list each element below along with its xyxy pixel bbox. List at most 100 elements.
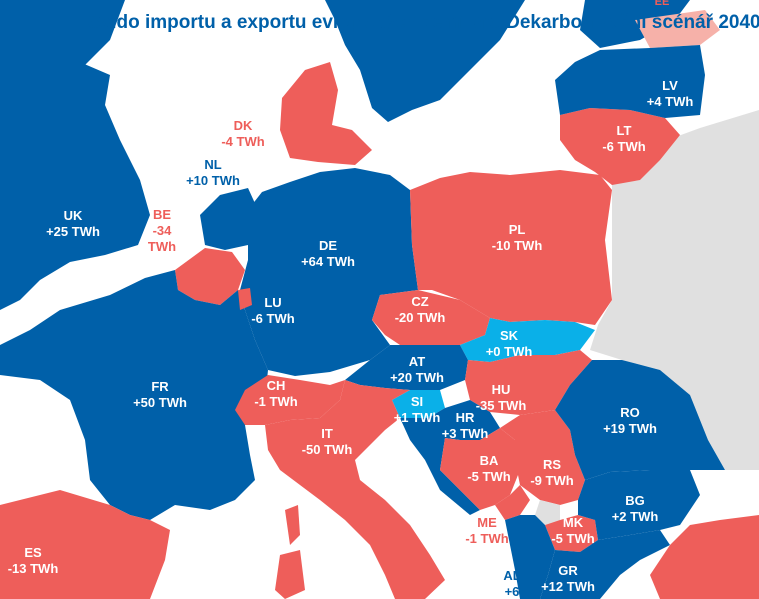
value-ro: +19 TWh: [603, 421, 657, 436]
code-dk: DK: [233, 118, 253, 133]
code-mk: MK: [562, 515, 584, 530]
code-fr: FR: [151, 379, 169, 394]
country-ch: [235, 375, 345, 425]
code-rs: RS: [542, 457, 562, 472]
label-ba: BA -5 TWh: [467, 453, 510, 485]
label-ee: EE: [655, 0, 670, 10]
label-be: BE -34 TWh: [148, 207, 176, 255]
country-bg: [578, 470, 700, 540]
value-lt: -6 TWh: [602, 139, 646, 154]
code-si: SI: [410, 394, 424, 409]
value-hr: +3 TWh: [441, 426, 489, 441]
code-sk: SK: [499, 328, 519, 343]
value-uk: +25 TWh: [46, 224, 100, 239]
unit-be: TWh: [147, 239, 177, 254]
code-hr: HR: [455, 410, 475, 425]
country-lt: [560, 108, 680, 185]
country-ba: [440, 428, 520, 510]
value-fr: +50 TWh: [133, 395, 187, 410]
island-sardinia: [275, 550, 305, 599]
value-gr: +12 TWh: [541, 579, 595, 594]
country-it: [265, 380, 445, 599]
country-es: [0, 490, 170, 599]
label-dk: DK -4 TWh: [221, 118, 264, 150]
value-al: +6: [504, 584, 520, 599]
country-hr: [400, 400, 500, 515]
country-hu: [465, 350, 592, 415]
value-sk: +0 TWh: [485, 344, 533, 359]
label-gr: GR +12 TWh: [541, 563, 595, 595]
value-ch: -1 TWh: [254, 394, 298, 409]
label-lv: LV +4 TWh: [647, 78, 694, 110]
country-rs: [500, 410, 585, 505]
value-be: -34: [152, 223, 172, 238]
country-gr: [540, 530, 670, 599]
label-lt: LT -6 TWh: [602, 123, 645, 155]
label-cz: CZ -20 TWh: [395, 294, 446, 326]
label-mk: MK -5 TWh: [551, 515, 594, 547]
label-at: AT +20 TWh: [390, 354, 444, 386]
code-nl: NL: [204, 157, 222, 172]
country-uk: [0, 60, 150, 310]
region-kosovo: [535, 500, 560, 525]
island-corsica: [285, 505, 300, 545]
value-dk: -4 TWh: [221, 134, 265, 149]
code-be: BE: [152, 207, 172, 222]
label-hu: HU -35 TWh: [476, 382, 527, 414]
label-de: DE +64 TWh: [301, 238, 355, 270]
country-ro: [555, 360, 725, 480]
region-scandinavia: [325, 0, 525, 122]
label-ch: CH -1 TWh: [254, 378, 297, 410]
value-lv: +4 TWh: [646, 94, 694, 109]
code-ch: CH: [266, 378, 286, 393]
value-de: +64 TWh: [301, 254, 355, 269]
label-rs: RS -9 TWh: [530, 457, 573, 489]
country-dk: [280, 62, 372, 165]
country-be: [175, 248, 245, 305]
code-de: DE: [318, 238, 338, 253]
country-al: [505, 515, 555, 599]
country-cz: [372, 290, 490, 345]
label-pl: PL -10 TWh: [492, 222, 543, 254]
country-sk: [460, 318, 595, 362]
value-hu: -35 TWh: [475, 398, 527, 413]
code-gr: GR: [558, 563, 578, 578]
value-cz: -20 TWh: [394, 310, 446, 325]
code-pl: PL: [508, 222, 526, 237]
value-it: -50 TWh: [301, 442, 353, 457]
country-lv: [555, 45, 705, 118]
code-uk: UK: [63, 208, 83, 223]
label-al: AL +6: [503, 568, 520, 599]
code-bg: BG: [625, 493, 645, 508]
value-si: +1 TWh: [393, 410, 441, 425]
country-si: [392, 390, 445, 418]
value-ba: -5 TWh: [467, 469, 511, 484]
country-tr: [650, 515, 759, 599]
value-lu: -6 TWh: [251, 311, 295, 326]
label-bg: BG +2 TWh: [612, 493, 659, 525]
land-outside-scope: [590, 110, 759, 470]
country-me: [495, 485, 530, 520]
value-bg: +2 TWh: [611, 509, 659, 524]
value-at: +20 TWh: [390, 370, 444, 385]
label-nl: NL +10 TWh: [186, 157, 240, 189]
label-it: IT -50 TWh: [302, 426, 353, 458]
value-me: -1 TWh: [465, 531, 509, 546]
label-ro: RO +19 TWh: [603, 405, 657, 437]
value-pl: -10 TWh: [491, 238, 543, 253]
country-fr: [0, 270, 268, 520]
region-west-top: [0, 0, 125, 85]
label-hr: HR +3 TWh: [442, 410, 489, 442]
code-ee: EE: [654, 0, 670, 8]
code-hu: HU: [491, 382, 511, 397]
code-ba: BA: [479, 453, 499, 468]
country-ee: [635, 10, 720, 48]
code-al: AL: [503, 568, 521, 583]
country-pl: [410, 170, 612, 325]
country-nl: [200, 188, 258, 250]
label-lu: LU -6 TWh: [251, 295, 294, 327]
value-es: -13 TWh: [7, 561, 59, 576]
country-at: [345, 345, 468, 390]
